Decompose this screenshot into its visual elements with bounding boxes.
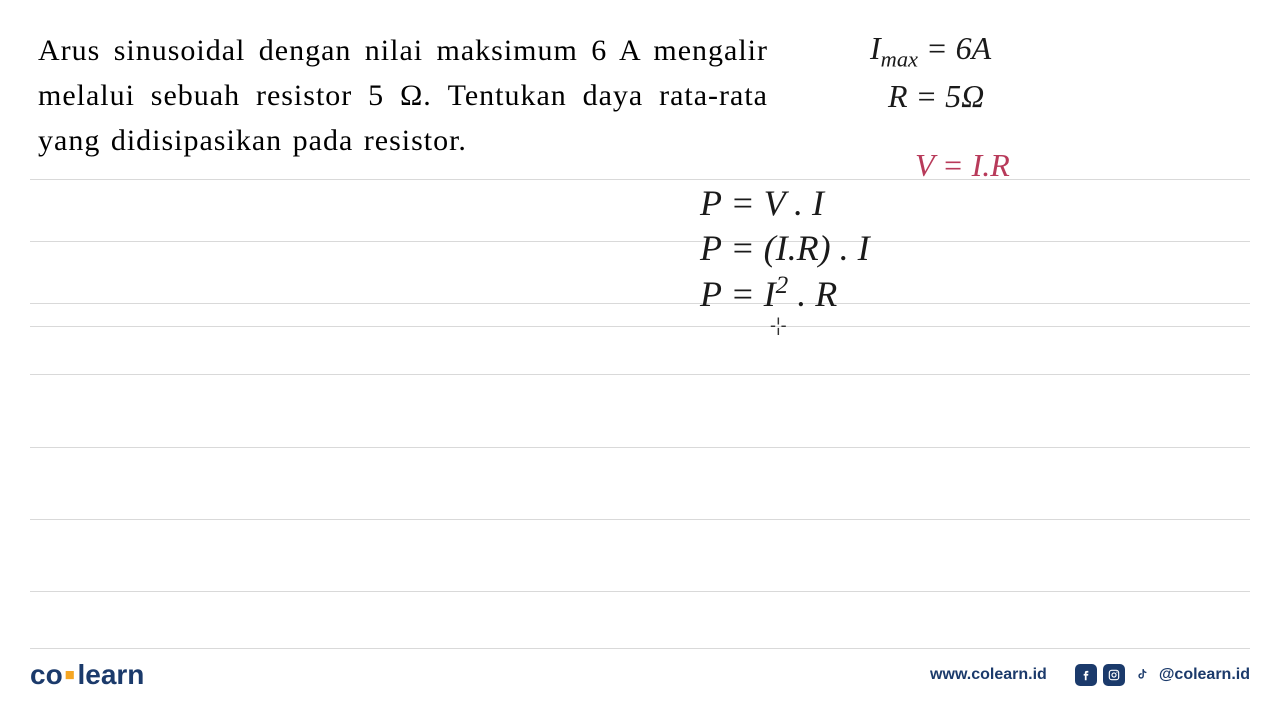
derivation-line-3: P = I2 . R [700,270,870,318]
social-handle: @colearn.id [1159,666,1250,684]
page-canvas: Arus sinusoidal dengan nilai maksimum 6 … [0,0,1280,720]
handwritten-ohms-law: V = I.R [915,145,1010,187]
facebook-icon [1075,664,1097,686]
social-links: @colearn.id [1075,664,1250,686]
problem-statement: Arus sinusoidal dengan nilai maksimum 6 … [38,28,768,163]
page-footer: co◆learn www.colearn.id @colearn.id [0,655,1280,695]
derivation-line-1: P = V . I [700,180,870,227]
footer-right-group: www.colearn.id @colearn.id [930,664,1250,686]
logo-learn: learn [77,659,144,690]
handwritten-power-derivation: P = V . I P = (I.R) . I P = I2 . R [700,180,870,315]
derivation-line-2: P = (I.R) . I [700,225,870,272]
handwritten-given-values: Imax = 6A R = 5Ω [870,28,991,119]
cursor-crosshair: -¦- [770,315,787,336]
given-imax: Imax = 6A [870,28,991,74]
colearn-logo: co◆learn [30,659,144,691]
instagram-icon [1103,664,1125,686]
site-url: www.colearn.id [930,666,1047,684]
given-r: R = 5Ω [870,76,991,118]
logo-co: co [30,659,63,690]
tiktok-icon [1131,664,1153,686]
